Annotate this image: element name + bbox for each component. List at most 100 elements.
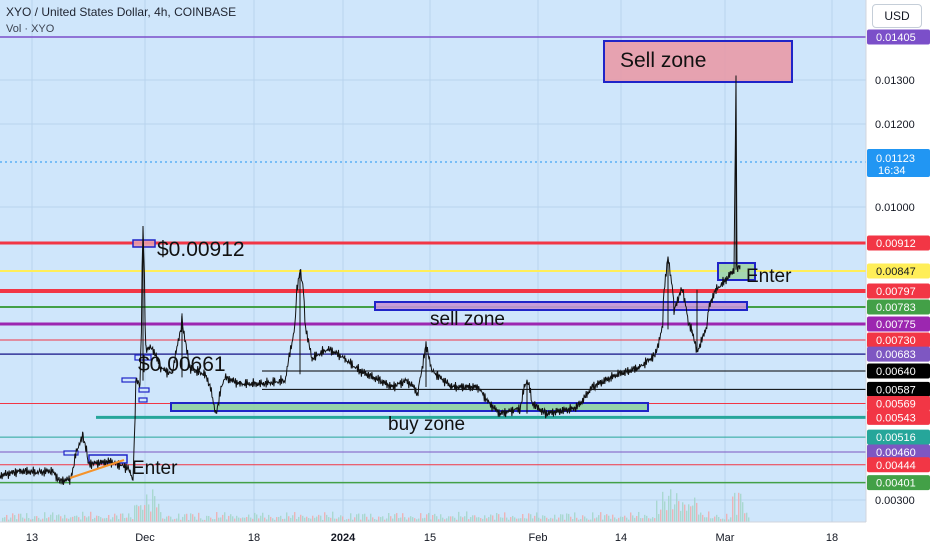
marker-box-4[interactable] — [138, 387, 150, 393]
volume-bar — [438, 519, 440, 522]
volume-bar — [166, 516, 168, 522]
volume-bar — [432, 515, 434, 522]
volume-bar — [150, 511, 152, 522]
volume-bar — [200, 518, 202, 522]
price-label-bg-7 — [867, 346, 930, 362]
volume-bar — [650, 518, 652, 522]
volume-bar — [188, 519, 190, 522]
volume-bar — [418, 518, 420, 522]
volume-bar — [472, 515, 474, 522]
volume-bar — [530, 514, 532, 522]
volume-bar — [370, 513, 372, 522]
volume-bar — [270, 516, 272, 522]
volume-bar — [346, 519, 348, 522]
sell-zone-box[interactable] — [603, 40, 793, 83]
volume-bar — [428, 512, 430, 522]
price-label-6: 0.00730 — [876, 335, 916, 347]
volume-bar — [614, 517, 616, 522]
volume-bar — [748, 517, 750, 522]
volume-bar — [744, 513, 746, 522]
volume-bar — [18, 513, 20, 522]
volume-bar — [606, 514, 608, 522]
volume-bar — [732, 496, 734, 522]
volume-bar — [524, 518, 526, 522]
volume-bar — [652, 517, 654, 522]
time-tick-2: 18 — [248, 532, 260, 544]
volume-bar — [386, 518, 388, 522]
price-tick-1: 0.01200 — [875, 119, 915, 131]
volume-bar — [584, 516, 586, 522]
sell-zone-mid-box[interactable] — [374, 301, 748, 311]
volume-bar — [226, 519, 228, 522]
marker-box-5[interactable] — [138, 397, 148, 403]
volume-bar — [130, 517, 132, 522]
volume-bar — [628, 519, 630, 522]
volume-bar — [494, 519, 496, 522]
volume-bar — [484, 515, 486, 522]
volume-bar — [626, 517, 628, 522]
volume-bar — [554, 514, 556, 522]
marker-box-1[interactable] — [63, 450, 79, 456]
volume-bar — [42, 518, 44, 522]
volume-bar — [272, 518, 274, 522]
volume-bar — [738, 492, 740, 522]
volume-bar — [234, 518, 236, 522]
volume-bar — [128, 513, 130, 522]
volume-bar — [134, 505, 136, 522]
volume-bar — [290, 517, 292, 522]
volume-bar — [540, 518, 542, 522]
volume-bar — [76, 515, 78, 522]
currency-button[interactable]: USD — [872, 4, 922, 28]
volume-bar — [14, 515, 16, 522]
volume-bar — [50, 514, 52, 522]
volume-bar — [356, 514, 358, 522]
volume-bar — [574, 512, 576, 522]
volume-bar — [116, 515, 118, 522]
volume-bar — [332, 511, 334, 522]
volume-bar — [322, 519, 324, 522]
volume-bar — [488, 517, 490, 522]
volume-bar — [570, 516, 572, 522]
price-label-12: 0.00516 — [876, 432, 916, 444]
volume-bar — [68, 518, 70, 522]
price-label-3: 0.00797 — [876, 286, 916, 298]
volume-bar — [424, 517, 426, 522]
volume-bar — [436, 516, 438, 522]
volume-bar — [616, 519, 618, 522]
marker-box-3[interactable] — [121, 377, 137, 383]
volume-bar — [90, 511, 92, 522]
volume-bar — [716, 514, 718, 522]
volume-bar — [636, 516, 638, 522]
volume-bar — [378, 516, 380, 522]
volume-bar — [538, 517, 540, 522]
volume-bar — [374, 519, 376, 522]
price-label-bg-8 — [867, 363, 930, 379]
volume-bar — [182, 516, 184, 522]
volume-bar — [38, 517, 40, 522]
volume-bar — [324, 512, 326, 522]
volume-bar — [548, 519, 550, 522]
volume-bar — [266, 519, 268, 522]
volume-bar — [746, 512, 748, 522]
volume-bar — [284, 518, 286, 522]
volume-bar — [242, 517, 244, 522]
volume-bar — [4, 517, 6, 522]
volume-bar — [198, 512, 200, 522]
volume-bar — [490, 514, 492, 522]
volume-bar — [84, 515, 86, 522]
volume-bar — [514, 517, 516, 522]
volume-bar — [40, 519, 42, 522]
volume-bar — [136, 504, 138, 522]
volume-bar — [232, 516, 234, 522]
time-axis[interactable] — [0, 522, 866, 550]
buy-zone-box[interactable] — [170, 402, 649, 412]
volume-bar — [360, 519, 362, 522]
volume-bars — [2, 489, 750, 522]
volume-bar — [250, 517, 252, 522]
volume-bar — [20, 513, 22, 522]
volume-bar — [482, 518, 484, 522]
volume-bar — [552, 518, 554, 522]
volume-indicator-label[interactable]: Vol · XYO — [6, 23, 55, 35]
volume-bar — [502, 517, 504, 522]
